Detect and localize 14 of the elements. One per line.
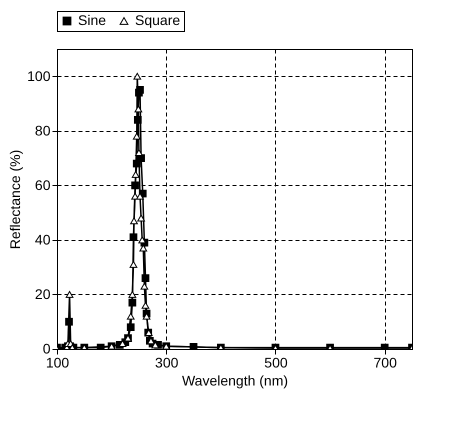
- y-axis-title: Reflectance (%): [7, 150, 24, 250]
- legend-label: Sine: [78, 12, 106, 28]
- y-tick-label: 40: [34, 231, 51, 248]
- y-tick-label: 80: [34, 122, 51, 138]
- x-tick-label: 700: [374, 354, 398, 370]
- x-axis-title: Wavelength (nm): [182, 372, 288, 388]
- y-tick-label: 100: [27, 68, 51, 84]
- y-tick-label: 20: [34, 286, 51, 302]
- legend-label: Square: [135, 12, 180, 28]
- y-tick-label: 60: [34, 176, 51, 193]
- x-tick-label: 100: [46, 354, 70, 370]
- y-tick-label: 0: [42, 340, 51, 356]
- x-tick-label: 500: [264, 354, 288, 370]
- x-tick-label: 300: [155, 354, 179, 370]
